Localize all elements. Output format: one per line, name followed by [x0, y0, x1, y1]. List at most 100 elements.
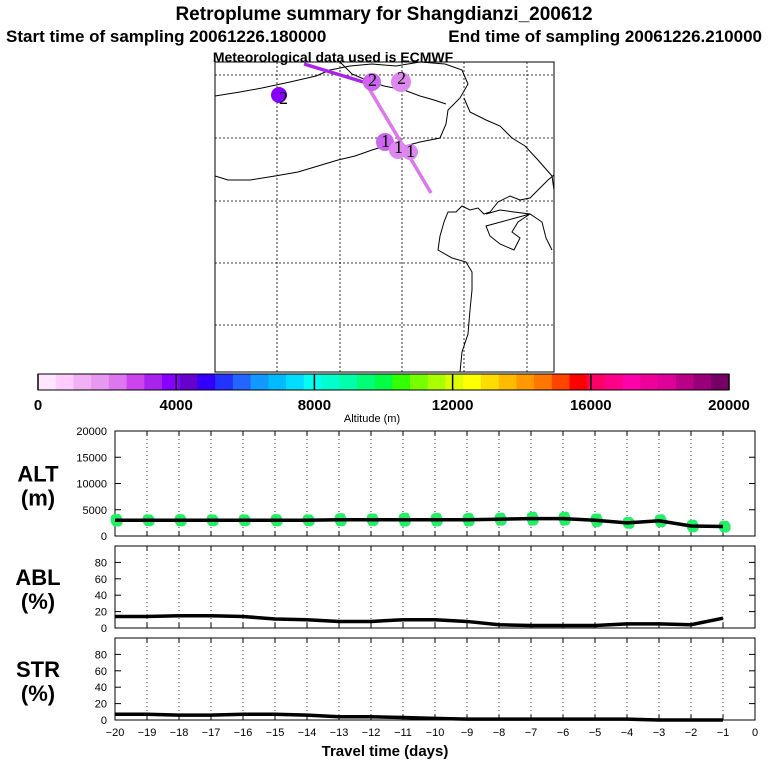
colorbar-tick-label: 12000 [432, 397, 474, 414]
colorbar-swatch [250, 374, 269, 390]
y-tick-label: 10000 [76, 479, 107, 491]
colorbar-swatch [658, 374, 677, 390]
colorbar-swatch [675, 374, 695, 390]
panel-yunit: (%) [21, 681, 55, 706]
x-tick-label: −10 [426, 727, 445, 739]
y-tick-label: 40 [95, 682, 107, 694]
panel-ylabel: STR [16, 657, 60, 682]
y-tick-label: 60 [95, 574, 107, 586]
release-point-label: 2 [279, 88, 288, 108]
panel-yunit: (m) [21, 486, 55, 511]
colorbar-swatch [286, 374, 305, 390]
colorbar-swatch [551, 374, 571, 390]
x-tick-label: −17 [202, 727, 221, 739]
release-point-label: 2 [397, 68, 406, 88]
series-line-median-altitude [115, 516, 724, 529]
trajectory-segment [362, 79, 433, 194]
y-tick-label: 0 [101, 623, 107, 635]
time-series-panels: 20000150001000050000ALT(m)806040200ABL(%… [15, 426, 758, 760]
coastlines-borders [215, 62, 554, 372]
colorbar-swatch [410, 374, 429, 390]
trajectory-map: 22 21 1 1 [214, 61, 555, 373]
colorbar-tick-label: 0 [34, 397, 42, 414]
y-tick-label: 0 [101, 531, 107, 543]
colorbar-swatch [356, 374, 376, 390]
map-gridlines [215, 62, 554, 372]
start-sampling-time: Start time of sampling 20061226.180000 [6, 27, 326, 46]
x-tick-label: −15 [266, 727, 285, 739]
release-point-marker [363, 73, 381, 91]
colorbar-swatch [480, 374, 500, 390]
altitude-point [434, 512, 442, 520]
x-tick-label: −18 [170, 727, 189, 739]
colorbar-swatch [215, 374, 234, 390]
y-tick-label: 0 [101, 715, 107, 727]
altitude-point [402, 512, 410, 519]
met-data-label: Meteorological data used is ECMWF [213, 49, 454, 65]
colorbar-swatch [232, 374, 252, 390]
trajectory-segment [303, 62, 371, 86]
release-point-label: 1 [406, 141, 415, 161]
altitude-point [530, 511, 538, 518]
colorbar-swatch [427, 374, 447, 390]
colorbar-swatch [38, 374, 57, 390]
y-tick-label: 60 [95, 666, 107, 678]
x-tick-label: 0 [752, 727, 758, 739]
colorbar-swatch [197, 374, 216, 390]
panel-alt: 20000 15000 10000 5000 0 ALT(m) [17, 426, 756, 543]
x-tick-label: −12 [362, 727, 381, 739]
colorbar-swatch [268, 374, 287, 390]
colorbar-swatch [179, 374, 198, 390]
colorbar-swatch [587, 374, 606, 390]
x-tick-label: −4 [621, 727, 634, 739]
x-tick-label: −1 [717, 727, 730, 739]
colorbar-swatch [711, 374, 730, 390]
panel-ylabel: ABL [15, 565, 60, 590]
release-point-marker [376, 133, 394, 151]
colorbar-swatch [516, 374, 535, 390]
altitude-point [466, 512, 474, 520]
release-point-marker [271, 87, 287, 103]
colorbar-swatch [445, 374, 464, 390]
colorbar-swatch [91, 374, 110, 390]
panel-abl: 80 60 40 20 0 ABL(%) [15, 545, 756, 635]
x-tick-label: −20 [106, 727, 125, 739]
panel-yunit: (%) [21, 589, 55, 614]
colorbar-swatch [622, 374, 641, 390]
colorbar-swatch [126, 374, 145, 390]
altitude-point [658, 514, 666, 521]
x-tick-label: −9 [461, 727, 474, 739]
altitude-point [722, 520, 730, 528]
altitude-point [594, 513, 602, 520]
y-tick-label: 20000 [76, 426, 107, 438]
colorbar-swatch [534, 374, 553, 390]
panel-ylabel: ALT [17, 462, 59, 487]
colorbar-tick-label: 8000 [298, 397, 331, 414]
series-line-str [115, 712, 723, 722]
colorbar-swatch [604, 374, 624, 390]
release-point-label: 1 [394, 137, 403, 157]
colorbar-swatch [162, 374, 181, 390]
x-tick-label: −8 [493, 727, 506, 739]
release-points: 22 21 1 1 [271, 68, 418, 161]
colorbar-swatch [374, 374, 393, 390]
x-tick-label: −16 [234, 727, 253, 739]
release-point-marker [402, 144, 418, 160]
colorbar-title: Altitude (m) [344, 413, 400, 425]
y-tick-label: 80 [95, 557, 107, 569]
x-axis-label: Travel time (days) [322, 743, 449, 760]
release-point-label: 1 [381, 131, 390, 151]
colorbar-swatch [569, 374, 588, 390]
series-line-abl [115, 613, 724, 628]
colorbar-swatch [392, 374, 411, 390]
colorbar-tick-label: 20000 [708, 397, 750, 414]
y-tick-label: 20 [95, 607, 107, 619]
x-tick-label: −13 [330, 727, 349, 739]
colorbar-tick-label: 16000 [570, 397, 612, 414]
figure-title: Retroplume summary for Shangdianzi_20061… [175, 4, 592, 25]
altitude-point [562, 511, 570, 518]
trajectory-paths [303, 62, 433, 194]
colorbar-swatch [144, 374, 163, 390]
